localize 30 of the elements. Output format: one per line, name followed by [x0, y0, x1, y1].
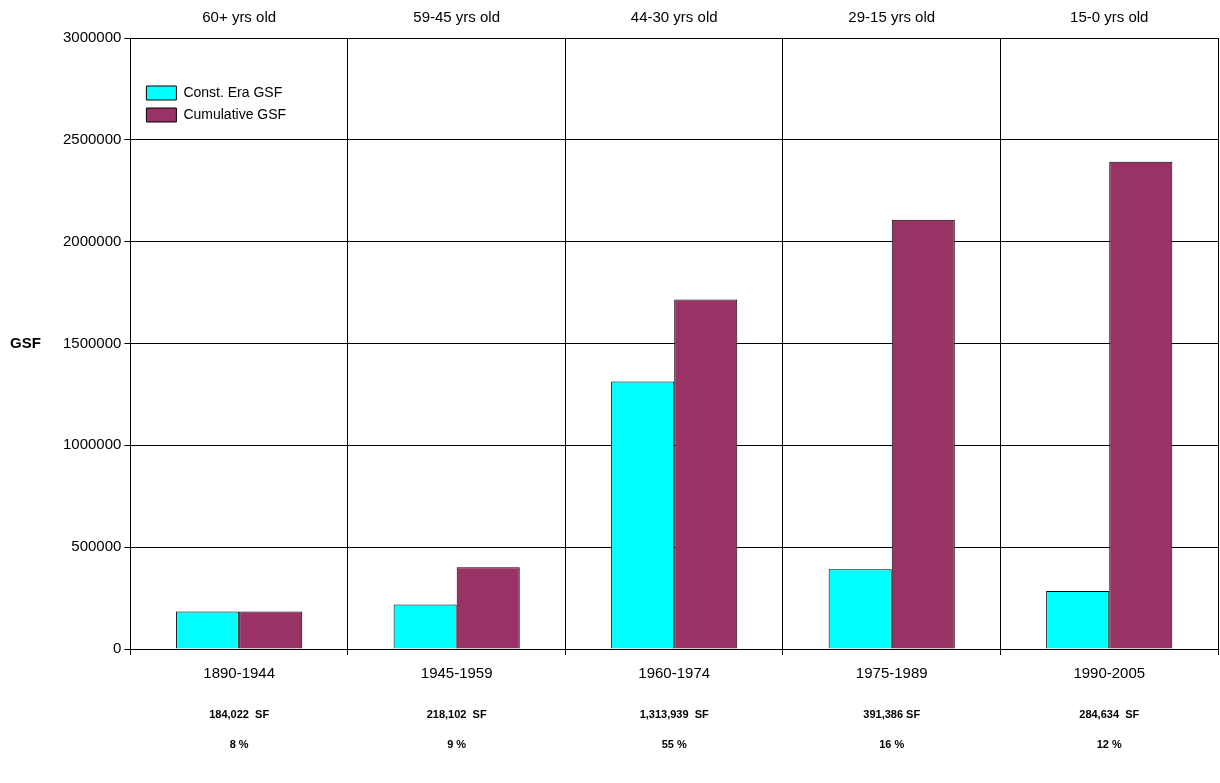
data-label: 1,313,939 SF — [639, 708, 710, 721]
x-tick-label: 1990-2005 — [1073, 664, 1146, 682]
text: 59-45 yrs old — [413, 8, 501, 26]
data-label: 284,634 SF — [1079, 708, 1140, 721]
legend-label: Const. Era GSF — [183, 83, 283, 100]
text: 16 % — [879, 738, 905, 751]
y-tick-label: 3000000 — [62, 28, 122, 46]
y-tick-label: 500000 — [71, 537, 122, 555]
y-axis-title: GSF — [10, 333, 41, 351]
text: 8 % — [229, 738, 249, 751]
text: 15-0 yrs old — [1070, 8, 1149, 26]
text: 12 % — [1096, 738, 1122, 751]
text: 9 % — [447, 738, 467, 751]
y-tick-label: 1000000 — [62, 435, 122, 453]
text: 44-30 yrs old — [630, 8, 718, 26]
text: 29-15 yrs old — [848, 8, 936, 26]
x-tick-label: 1960-1974 — [638, 664, 711, 682]
text: 55 % — [661, 738, 687, 751]
legend-label: Cumulative GSF — [183, 105, 287, 122]
x-tick-label: 1975-1989 — [855, 664, 928, 682]
data-label: 218,102 SF — [426, 708, 487, 721]
y-tick-label: 2500000 — [62, 129, 122, 147]
y-tick-label: 1500000 — [62, 333, 122, 351]
y-tick-label: 2000000 — [62, 231, 122, 249]
y-tick-label: 0 — [113, 639, 122, 657]
x-tick-label: 1890-1944 — [203, 664, 276, 682]
x-tick-label: 1945-1959 — [420, 664, 493, 682]
text: 60+ yrs old — [202, 8, 277, 26]
data-label: 391,386 SF — [863, 708, 921, 721]
data-label: 184,022 SF — [209, 708, 270, 721]
